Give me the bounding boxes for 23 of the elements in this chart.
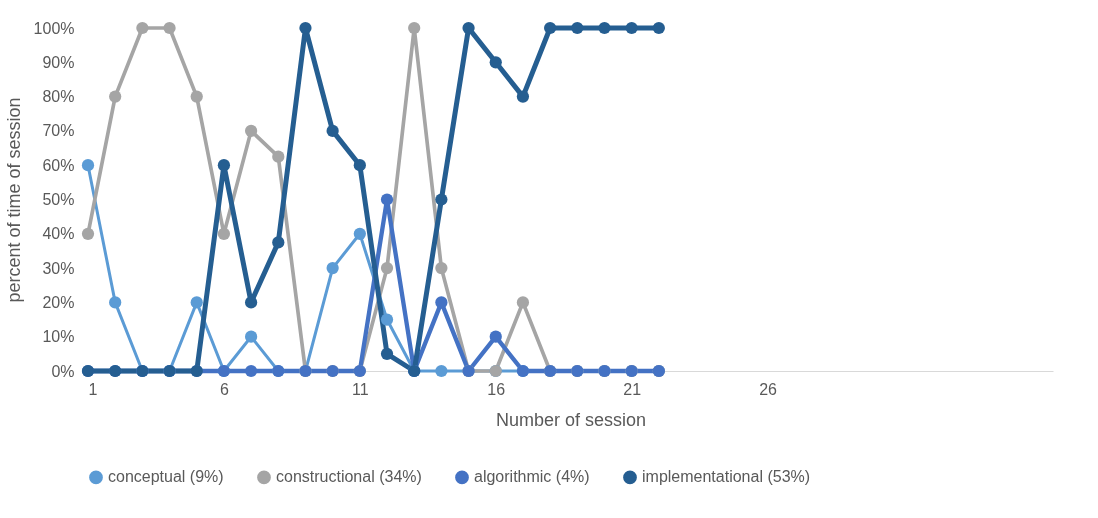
x-axis-title: Number of session (495, 409, 647, 430)
x-tick-label: 11 (352, 380, 369, 398)
x-tick-label: 21 (623, 380, 642, 398)
y-tick-label: 0% (51, 362, 75, 380)
y-tick-label: 20% (42, 293, 75, 311)
x-tick-label: 26 (759, 380, 778, 398)
x-tick-label: 6 (219, 380, 229, 398)
legend-label: implementational (53%) (642, 468, 811, 486)
y-tick-label: 50% (42, 191, 75, 208)
y-tick-label: 10% (42, 328, 75, 346)
y-tick-label: 100% (33, 19, 75, 37)
y-tick-label: 80% (42, 88, 75, 106)
y-tick-label: 90% (42, 53, 75, 71)
y-tick-label: 60% (42, 156, 75, 174)
y-axis-title: percent of time of session (3, 97, 24, 303)
y-tick-label: 30% (42, 259, 75, 277)
legend-label: conceptual (9%) (108, 468, 224, 486)
y-tick-label: 70% (42, 122, 75, 140)
y-tick-label: 40% (42, 225, 75, 243)
x-tick-label: 16 (487, 380, 506, 398)
x-tick-label: 1 (88, 380, 98, 398)
legend-label: algorithmic (4%) (474, 468, 590, 486)
legend-label: constructional (34%) (276, 468, 422, 486)
